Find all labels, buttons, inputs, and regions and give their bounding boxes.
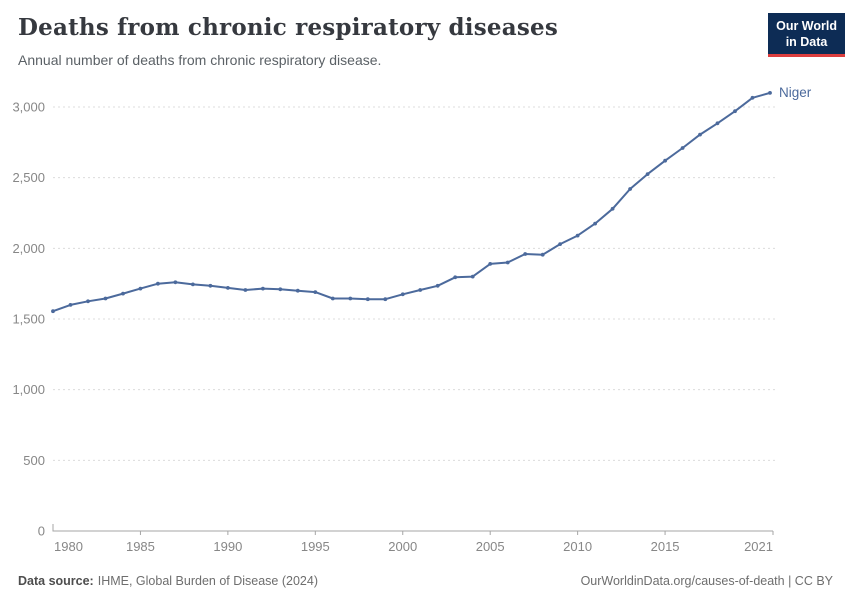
x-tick-label: 2015 (651, 539, 680, 554)
data-point[interactable] (383, 297, 388, 302)
chart-title: Deaths from chronic respiratory diseases (18, 14, 558, 41)
chart-subtitle: Annual number of deaths from chronic res… (18, 52, 382, 68)
series-label-niger[interactable]: Niger (779, 85, 812, 100)
x-tick-label: 1980 (54, 539, 83, 554)
data-point[interactable] (628, 187, 632, 191)
y-tick-label: 1,000 (12, 382, 45, 397)
data-point[interactable] (348, 296, 353, 301)
x-tick-label: 2021 (744, 539, 773, 554)
data-point[interactable] (295, 288, 300, 293)
y-tick-label: 2,000 (12, 241, 45, 256)
data-point[interactable] (365, 297, 370, 302)
x-tick-label: 1985 (126, 539, 155, 554)
data-point[interactable] (575, 233, 580, 238)
data-point[interactable] (313, 290, 318, 294)
data-point[interactable] (698, 132, 702, 137)
data-point[interactable] (86, 299, 90, 304)
data-point[interactable] (435, 283, 440, 288)
data-point[interactable] (261, 286, 265, 291)
data-point[interactable] (191, 282, 195, 287)
data-point[interactable] (453, 275, 458, 280)
x-tick-label: 1990 (213, 539, 242, 554)
credit-link[interactable]: OurWorldinData.org/causes-of-death | CC … (580, 574, 833, 588)
x-tick-label: 2005 (476, 539, 505, 554)
data-point[interactable] (103, 296, 108, 301)
data-point[interactable] (51, 309, 55, 314)
data-point[interactable] (593, 221, 597, 226)
data-point[interactable] (278, 287, 283, 292)
data-point[interactable] (243, 288, 248, 292)
data-point[interactable] (663, 158, 667, 163)
x-axis (52, 524, 773, 532)
data-point[interactable] (121, 291, 125, 296)
data-point[interactable] (330, 296, 335, 301)
data-point[interactable] (138, 286, 143, 291)
data-point[interactable] (470, 274, 475, 279)
x-tick-label: 1995 (301, 539, 330, 554)
data-point[interactable] (558, 242, 562, 247)
data-point[interactable] (680, 146, 685, 150)
data-point[interactable] (156, 281, 160, 286)
trend-line[interactable] (52, 91, 771, 313)
x-tick-label: 2010 (563, 539, 592, 554)
data-point[interactable] (540, 252, 545, 257)
data-point[interactable] (226, 286, 230, 290)
data-point[interactable] (750, 95, 755, 100)
data-point[interactable] (400, 292, 405, 297)
data-source-text: IHME, Global Burden of Disease (2024) (97, 574, 318, 588)
data-source: Data source: IHME, Global Burden of Disea… (18, 574, 318, 588)
owid-logo-line1: Our World (776, 19, 837, 33)
data-point[interactable] (645, 172, 650, 177)
owid-logo[interactable]: Our World in Data (768, 13, 845, 57)
data-point[interactable] (418, 288, 423, 292)
y-tick-label: 1,500 (12, 312, 45, 327)
y-tick-label: 2,500 (12, 170, 45, 185)
x-tick-label: 2000 (388, 539, 417, 554)
data-source-label: Data source: (18, 574, 94, 588)
data-point[interactable] (173, 280, 178, 285)
y-tick-label: 0 (38, 524, 45, 539)
data-point[interactable] (715, 121, 720, 126)
data-point[interactable] (733, 109, 737, 114)
data-point[interactable] (610, 206, 615, 211)
data-point[interactable] (488, 262, 493, 266)
owid-logo-line2: in Data (785, 35, 828, 50)
data-point[interactable] (68, 303, 73, 307)
page-footer: Data source: IHME, Global Burden of Disea… (18, 574, 833, 588)
y-tick-label: 500 (23, 453, 45, 468)
data-point[interactable] (505, 260, 510, 265)
data-point[interactable] (523, 252, 528, 256)
y-tick-label: 3,000 (12, 100, 45, 115)
data-point[interactable] (768, 91, 772, 95)
data-point[interactable] (208, 283, 213, 288)
